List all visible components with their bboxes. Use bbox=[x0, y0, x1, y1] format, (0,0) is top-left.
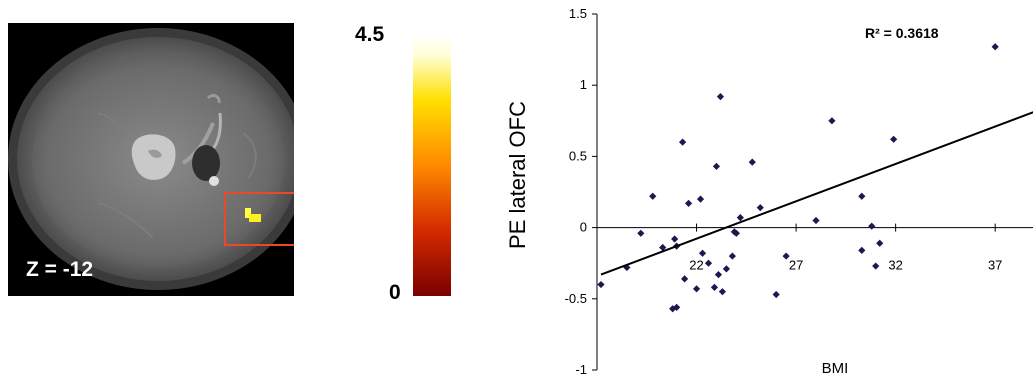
data-point bbox=[812, 217, 819, 224]
activation-cluster bbox=[249, 214, 261, 222]
scatter-chart: -1 -0.5 0 0.5 1 1.5 22 27 32 37 PE lateral OFC BM… bbox=[490, 0, 1033, 385]
data-point bbox=[697, 196, 704, 203]
data-point bbox=[671, 235, 678, 242]
data-point bbox=[693, 285, 700, 292]
y-tick-label: 0 bbox=[580, 220, 587, 235]
y-tick-label: 1 bbox=[580, 77, 587, 92]
data-point bbox=[597, 281, 604, 288]
x-axis-label: BMI bbox=[822, 360, 849, 377]
brain-slice-image: Z = -12 bbox=[8, 23, 294, 296]
y-tick-label: 1.5 bbox=[569, 6, 587, 21]
data-point bbox=[872, 262, 879, 269]
data-point bbox=[723, 265, 730, 272]
colorbar-min-label: 0 bbox=[389, 281, 401, 305]
slice-label: Z = -12 bbox=[26, 258, 93, 281]
scatter-chart-svg: -1 -0.5 0 0.5 1 1.5 22 27 32 37 PE lateral OFC BM… bbox=[490, 0, 1033, 385]
data-point bbox=[705, 260, 712, 267]
data-point bbox=[681, 275, 688, 282]
data-point bbox=[649, 193, 656, 200]
x-tick-label: 32 bbox=[888, 258, 902, 273]
data-point bbox=[719, 288, 726, 295]
y-tick-label: 0.5 bbox=[569, 148, 587, 163]
data-point bbox=[699, 250, 706, 257]
brain-slice-svg: Z = -12 bbox=[8, 23, 294, 296]
data-point bbox=[858, 193, 865, 200]
colorbar: 4.5 0 bbox=[355, 20, 465, 310]
data-point bbox=[685, 200, 692, 207]
x-tick-label: 37 bbox=[988, 258, 1002, 273]
data-point bbox=[713, 163, 720, 170]
y-axis-label: PE lateral OFC bbox=[505, 101, 530, 249]
data-point bbox=[773, 291, 780, 298]
data-point bbox=[679, 139, 686, 146]
x-tick-label: 22 bbox=[689, 258, 703, 273]
data-point bbox=[637, 230, 644, 237]
data-point bbox=[828, 117, 835, 124]
data-point bbox=[890, 136, 897, 143]
x-tick-label: 27 bbox=[789, 258, 803, 273]
y-tick-label: -1 bbox=[575, 362, 587, 377]
colorbar-gradient bbox=[413, 34, 451, 296]
colorbar-max-label: 4.5 bbox=[355, 23, 384, 47]
data-point bbox=[858, 247, 865, 254]
data-point bbox=[715, 271, 722, 278]
data-point bbox=[717, 93, 724, 100]
data-point bbox=[992, 43, 999, 50]
data-point bbox=[711, 284, 718, 291]
data-point bbox=[757, 204, 764, 211]
data-point bbox=[729, 252, 736, 259]
data-point bbox=[868, 223, 875, 230]
data-point bbox=[749, 158, 756, 165]
data-point bbox=[876, 240, 883, 247]
trendline bbox=[601, 111, 1033, 275]
y-tick-label: -0.5 bbox=[565, 291, 587, 306]
data-point bbox=[737, 214, 744, 221]
r-squared-annotation: R² = 0.3618 bbox=[865, 25, 939, 41]
